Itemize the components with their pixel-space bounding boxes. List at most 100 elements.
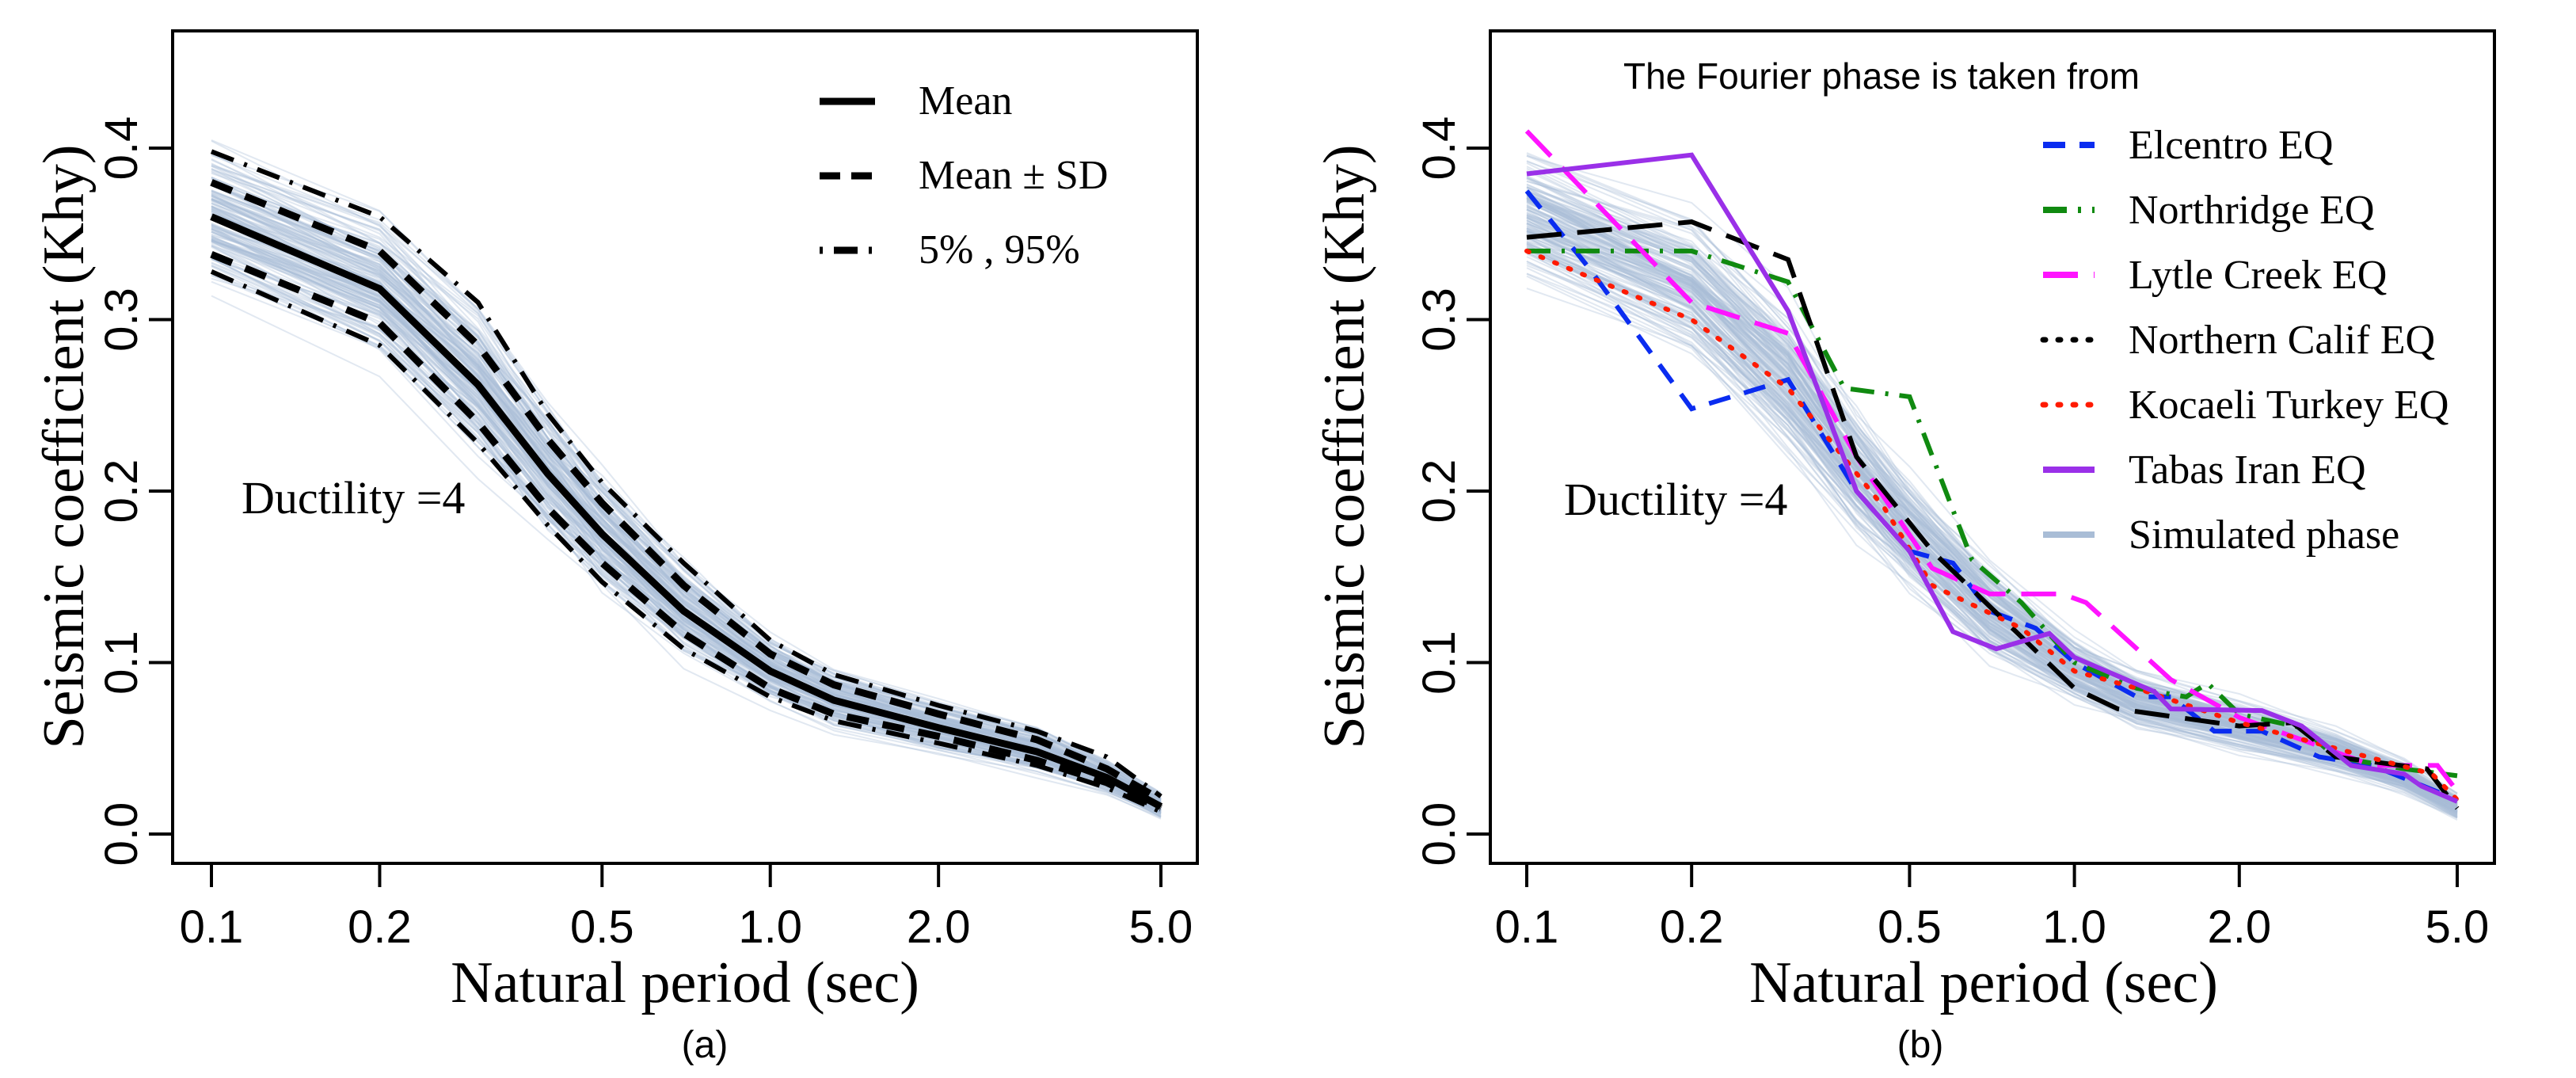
x-tick-label: 5.0 [2426, 901, 2490, 953]
simulated-line [211, 227, 1162, 811]
axes-a: 0.1 0.2 0.5 1.0 2.0 5.0 0.0 0.1 0.2 0.3 0.4 [96, 116, 1193, 953]
simulated-line [211, 184, 1162, 799]
simulated-line [211, 181, 1162, 802]
simulated-line [1526, 243, 2458, 815]
simulated-line [211, 210, 1162, 809]
simulated-line [211, 227, 1162, 812]
simulated-line [1526, 180, 2458, 799]
panel-b: 0.1 0.2 0.5 1.0 2.0 5.0 0.0 0.1 0.2 0.3 0.4 The Fo… [1312, 29, 2496, 1066]
x-tick-label: 5.0 [1129, 901, 1193, 953]
y-tick-label: 0.0 [96, 802, 147, 867]
simulated-line [1526, 160, 2458, 794]
axes-b: 0.1 0.2 0.5 1.0 2.0 5.0 0.0 0.1 0.2 0.3 0.4 [1414, 116, 2489, 953]
simulated-line [1526, 247, 2458, 812]
simulated-line [211, 213, 1162, 804]
simulated-line [211, 238, 1162, 813]
simulated-line [211, 151, 1162, 794]
simulated-line [211, 251, 1162, 813]
simulated-line [211, 180, 1162, 803]
panel-caption-b: (b) [1897, 1024, 1944, 1066]
series-line-mean-sd [210, 251, 1162, 812]
plot-frame-a [171, 29, 1199, 865]
x-tick-label: 1.0 [738, 901, 802, 953]
simulated-line [211, 238, 1162, 813]
x-tick-label: 0.2 [348, 901, 412, 953]
series-line-elcentro-eq [1524, 189, 2459, 802]
x-axis-title-b: Natural period (sec) [1749, 950, 2218, 1015]
simulated-line [1526, 246, 2458, 818]
simulated-line [1526, 233, 2458, 809]
x-tick-label: 2.0 [2207, 901, 2271, 953]
simulated-line [211, 196, 1162, 806]
y-tick-label: 0.4 [1414, 116, 1465, 181]
simulated-line [1526, 243, 2458, 809]
simulated-line [1526, 152, 2458, 794]
simulated-line [211, 230, 1162, 809]
legend-label: Kocaeli Turkey EQ [2129, 383, 2449, 428]
simulated-line [1526, 244, 2458, 813]
simulated-line [1526, 184, 2458, 802]
legend-label: Lytle Creek EQ [2129, 253, 2387, 298]
simulated-line [1526, 275, 2458, 817]
simulated-line [1526, 196, 2458, 804]
y-tick-label: 0.2 [1414, 459, 1465, 524]
y-tick-label: 0.0 [1414, 802, 1465, 867]
simulated-line [1526, 197, 2458, 806]
legend-label: Tabas Iran EQ [2129, 448, 2366, 493]
y-tick-label: 0.2 [96, 459, 147, 524]
simulated-line [1526, 265, 2458, 817]
x-tick-label: 0.1 [1495, 901, 1559, 953]
simulated-line [1526, 245, 2458, 818]
legend-label: Northridge EQ [2129, 188, 2374, 233]
simulated-line [1526, 234, 2458, 813]
simulated-line [1526, 154, 2458, 799]
y-tick-label: 0.4 [96, 116, 147, 181]
simulated-line [211, 140, 1162, 794]
simulated-line [211, 223, 1162, 811]
simulated-line [211, 168, 1162, 800]
simulated-line [1526, 195, 2458, 803]
simulated-line [1526, 272, 2458, 821]
simulated-line [1526, 198, 2458, 806]
series-line-tabas-iran-eq [1526, 152, 2459, 804]
simulated-line [1526, 227, 2458, 814]
panel-a: 0.1 0.2 0.5 1.0 2.0 5.0 0.0 0.1 0.2 0.3 0.4 Ductil… [32, 29, 1199, 1066]
simulated-line [1526, 253, 2458, 818]
y-tick-label: 0.1 [96, 630, 147, 695]
simulated-line [1526, 193, 2458, 802]
x-tick-label: 0.5 [570, 901, 634, 953]
legend-label: Elcentro EQ [2129, 123, 2333, 168]
series-group-b [1524, 129, 2460, 810]
simulated-line [211, 158, 1162, 799]
y-tick-label: 0.3 [1414, 288, 1465, 352]
simulated-line [1526, 261, 2458, 815]
legend-label: Northern Calif EQ [2129, 318, 2435, 363]
simulated-line [211, 164, 1162, 796]
x-axis-title-a: Natural period (sec) [451, 950, 919, 1015]
legend-label: Mean ± SD [919, 153, 1108, 198]
simulated-line [1526, 249, 2458, 813]
series-line-mean-sd [210, 179, 1163, 803]
x-tick-label: 0.1 [180, 901, 244, 953]
simulated-line [1526, 261, 2458, 813]
simulated-line [211, 265, 1162, 820]
simulated-line [211, 242, 1162, 813]
y-tick-label: 0.3 [96, 288, 147, 352]
series-line-95- [210, 149, 1162, 798]
x-tick-label: 1.0 [2042, 901, 2106, 953]
series-line-mean [210, 213, 1163, 810]
x-tick-label: 0.5 [1878, 901, 1942, 953]
simulated-line [1526, 236, 2458, 817]
simulated-line [211, 185, 1162, 802]
simulated-line [211, 239, 1162, 813]
simulated-line [211, 277, 1162, 815]
y-axis-title-a: Seismic coefficient (Khy) [32, 144, 97, 749]
simulated-line [211, 162, 1162, 801]
panel-caption-a: (a) [682, 1024, 729, 1066]
simulated-line [1526, 267, 2458, 819]
simulated-line [1526, 252, 2458, 816]
simulated-line [211, 195, 1162, 805]
simulated-line [1526, 186, 2458, 802]
plot-frame-b [1489, 29, 2496, 865]
